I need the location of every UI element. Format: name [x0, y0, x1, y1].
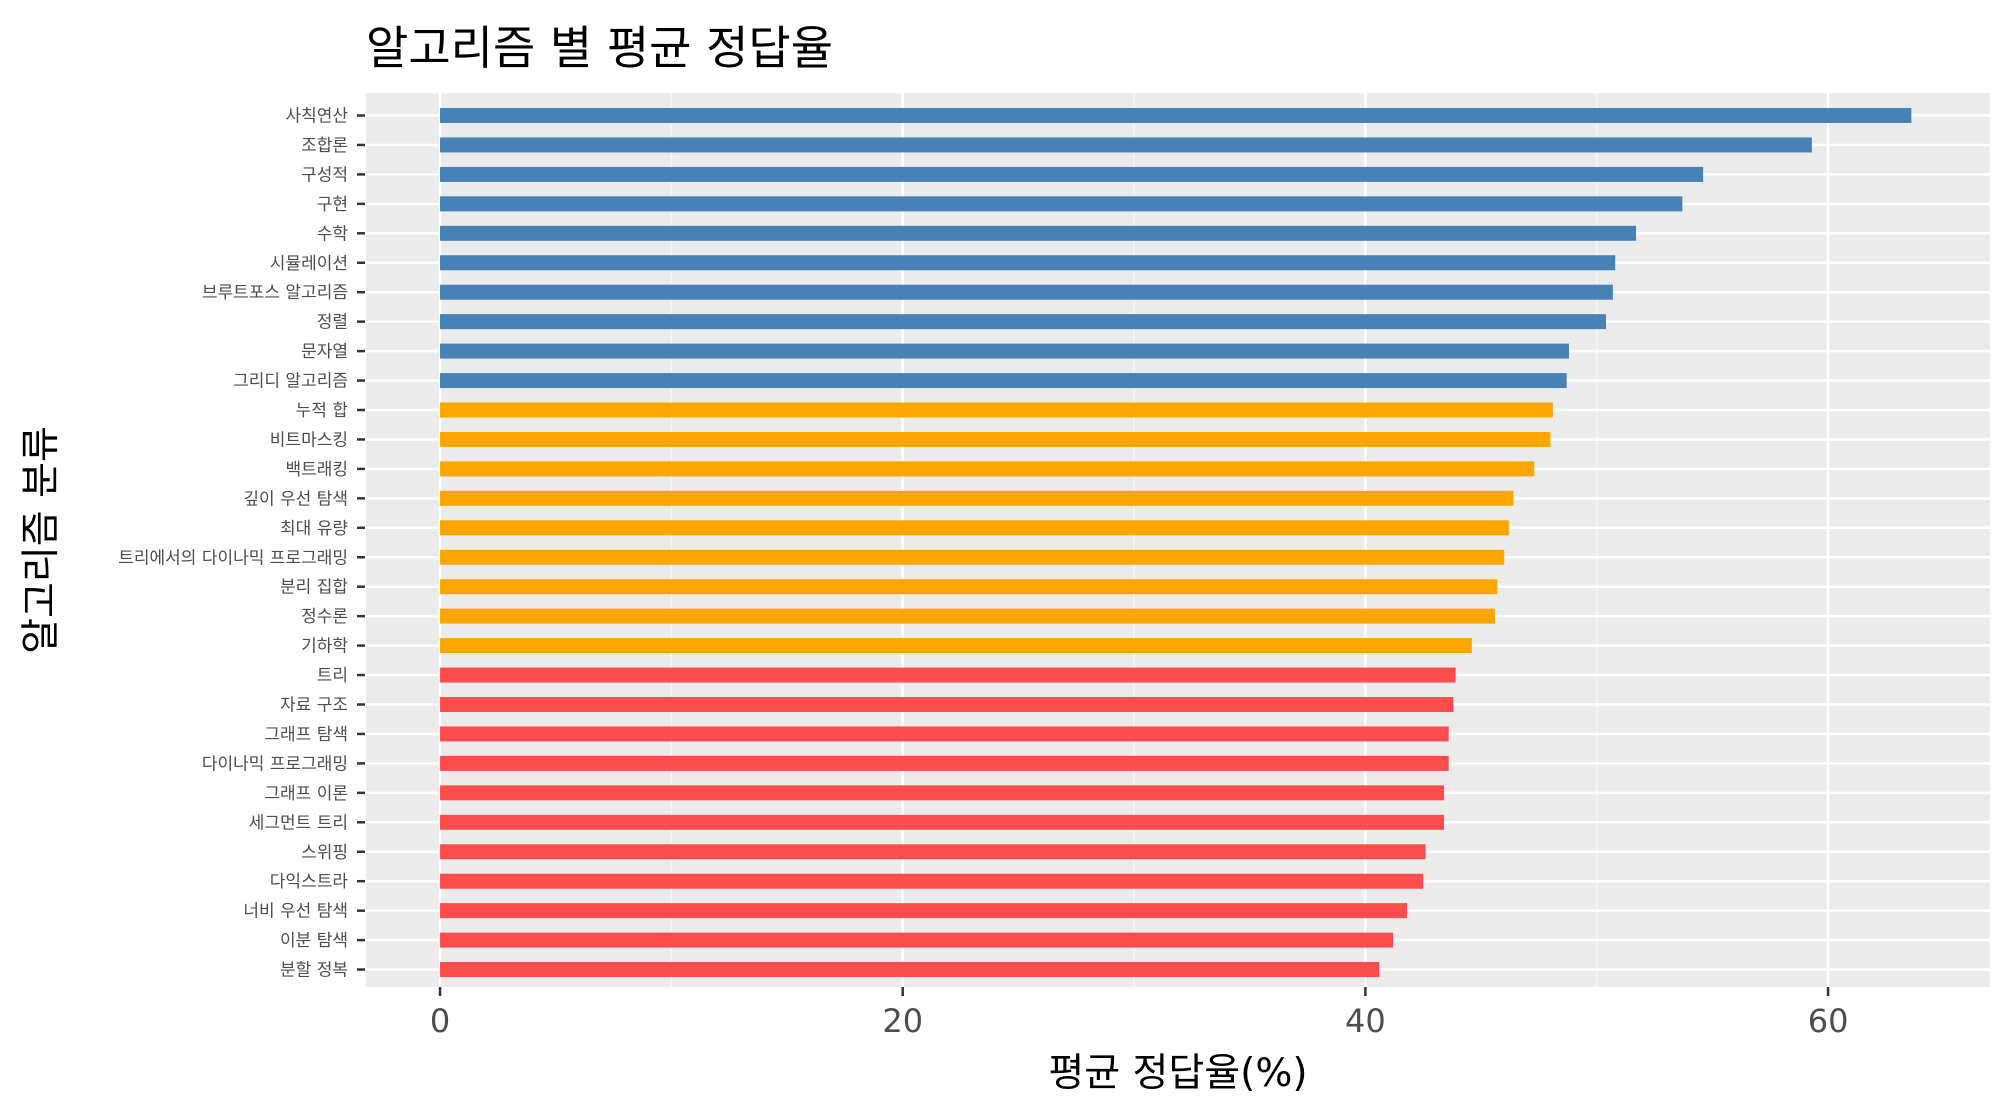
y-tick-label: 스위핑 — [301, 843, 348, 863]
bar — [440, 638, 1472, 654]
bar — [440, 962, 1380, 978]
y-tick-label: 이분 탐색 — [280, 931, 348, 951]
bar — [440, 873, 1424, 889]
y-tick-label: 사칙연산 — [285, 107, 348, 127]
y-tick-label: 문자열 — [301, 342, 348, 362]
y-tick-label: 정렬 — [317, 313, 348, 333]
y-tick-label: 다이나믹 프로그래밍 — [202, 754, 348, 774]
y-tick-label: 구성적 — [301, 165, 348, 185]
plot-panel — [366, 93, 1990, 987]
y-tick-label: 분할 정복 — [280, 961, 348, 981]
bar — [440, 726, 1449, 742]
y-tick-label: 비트마스킹 — [270, 430, 348, 450]
x-tick-label: 60 — [1808, 1002, 1849, 1040]
y-tick-label: 너비 우선 탐색 — [243, 902, 348, 922]
y-tick-label: 세그먼트 트리 — [249, 813, 348, 833]
bar — [440, 549, 1505, 565]
bar — [440, 314, 1606, 330]
y-tick-label: 분리 집합 — [280, 578, 348, 598]
y-tick-label: 기하학 — [301, 637, 348, 657]
bar — [440, 785, 1445, 801]
bar — [440, 490, 1514, 506]
bar — [440, 520, 1509, 536]
bar — [440, 343, 1569, 359]
bar — [440, 166, 1704, 182]
bar — [440, 255, 1616, 271]
x-tick-label: 0 — [430, 1002, 450, 1040]
y-tick-label: 깊이 우선 탐색 — [243, 489, 348, 509]
bar — [440, 697, 1454, 712]
bar — [440, 579, 1498, 595]
y-tick-label: 그래프 이론 — [264, 784, 348, 804]
x-tick-label: 20 — [882, 1002, 923, 1040]
y-axis-title: 알고리즘 분류 — [19, 426, 64, 654]
y-tick-label: 그래프 탐색 — [264, 725, 348, 745]
y-tick-label: 백트래킹 — [285, 460, 348, 480]
x-tick-label: 40 — [1345, 1002, 1386, 1040]
bar — [440, 284, 1613, 300]
bar — [440, 844, 1426, 860]
y-tick-label: 조합론 — [301, 136, 348, 156]
y-tick-label: 브루트포스 알고리즘 — [202, 283, 348, 303]
y-tick-label: 트리에서의 다이나믹 프로그래밍 — [118, 548, 348, 568]
x-axis-title: 평균 정답율(%) — [1048, 1051, 1307, 1096]
bars-group — [440, 108, 1912, 978]
bar — [440, 402, 1553, 418]
bar — [440, 667, 1456, 683]
y-tick-label: 자료 구조 — [280, 696, 348, 716]
y-tick-label: 시뮬레이션 — [270, 254, 348, 274]
bar — [440, 932, 1394, 948]
y-tick-label: 정수론 — [301, 607, 348, 627]
bar — [440, 461, 1535, 477]
y-tick-label: 누적 합 — [296, 401, 349, 421]
y-tick-label: 그리디 알고리즘 — [233, 372, 348, 392]
bar — [440, 608, 1495, 624]
y-tick-label: 구현 — [317, 195, 348, 215]
y-tick-label: 트리 — [317, 666, 348, 686]
bar — [440, 373, 1567, 389]
bar — [440, 108, 1912, 123]
bar — [440, 755, 1449, 771]
y-tick-label: 다익스트라 — [270, 872, 349, 892]
x-axis: 0 20 40 60 — [430, 987, 1849, 1040]
chart-title: 알고리즘 별 평균 정답율 — [366, 21, 833, 75]
y-tick-label: 최대 유량 — [280, 519, 348, 539]
bar — [440, 225, 1637, 241]
minor-gridlines — [670, 93, 1598, 987]
bar — [440, 196, 1683, 212]
y-tick-label: 수학 — [317, 224, 349, 244]
bar — [440, 903, 1408, 919]
bar — [440, 431, 1551, 447]
bar — [440, 814, 1445, 830]
bar — [440, 137, 1812, 153]
